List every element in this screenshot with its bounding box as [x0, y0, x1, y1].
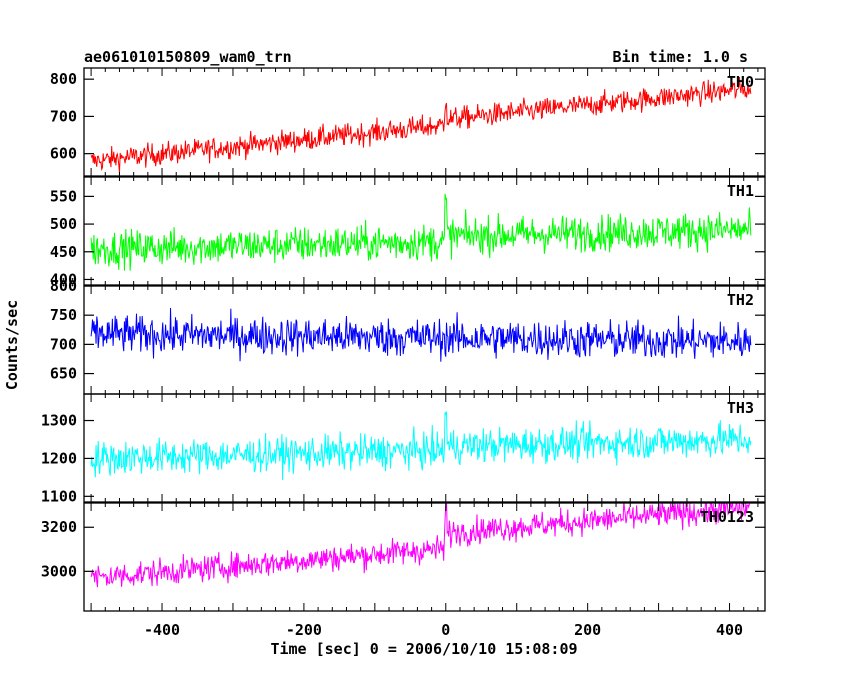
series-th1-line [90, 193, 752, 271]
panel-label: TH2 [727, 291, 754, 309]
y-tick-label: 550 [50, 187, 77, 205]
y-tick-label: 3000 [41, 562, 77, 580]
y-tick-label: 1300 [41, 412, 77, 430]
x-tick-label: -400 [144, 621, 180, 639]
panel-th0: 600 700 800 TH0 [50, 67, 766, 177]
x-tick-label: 0 [441, 621, 450, 639]
series-th3-line [90, 411, 752, 481]
x-tick-label: 200 [574, 621, 601, 639]
panel-label: TH3 [727, 399, 754, 417]
y-tick-label: 700 [50, 335, 77, 353]
x-tick-label: -200 [286, 621, 322, 639]
panel-frame [83, 393, 766, 503]
panels-group: 600 700 800 TH0 400 450 500 550 TH1 650 700 750 800 T… [41, 67, 766, 639]
panel-frame [83, 502, 766, 612]
y-tick-label: 800 [50, 277, 77, 295]
panel-label: TH0123 [700, 508, 754, 526]
x-tick-label: 400 [716, 621, 743, 639]
y-tick-label: 800 [50, 70, 77, 88]
panel-label: TH1 [727, 182, 754, 200]
panel-frame [83, 67, 766, 177]
y-tick-label: 650 [50, 365, 77, 383]
chart-title: ae061010150809_wam0_trn [84, 48, 292, 66]
y-tick-label: 1200 [41, 449, 77, 467]
bin-time-label: Bin time: 1.0 s [613, 48, 748, 66]
x-axis-label: Time [sec] 0 = 2006/10/10 15:08:09 [270, 640, 577, 658]
panel-th3: 1100 1200 1300 TH3 [41, 393, 766, 505]
y-tick-label: 500 [50, 215, 77, 233]
y-tick-label: 700 [50, 107, 77, 125]
y-tick-label: 400 [50, 270, 77, 288]
y-tick-label: 450 [50, 243, 77, 261]
y-tick-label: 1100 [41, 487, 77, 505]
panel-th1: 400 450 500 550 TH1 [50, 176, 766, 288]
panel-th2: 650 700 750 800 TH2 [50, 277, 766, 395]
y-axis-label: Counts/sec [3, 300, 21, 390]
series-th2-line [90, 308, 752, 362]
panel-frame [83, 176, 766, 286]
panel-th0123: 3000 3200 TH0123 [41, 502, 766, 612]
y-tick-label: 3200 [41, 518, 77, 536]
panel-label: TH0 [727, 73, 754, 91]
y-tick-label: 600 [50, 145, 77, 163]
series-th0123-line [90, 503, 751, 588]
series-th0-line [90, 77, 752, 174]
y-tick-label: 750 [50, 306, 77, 324]
